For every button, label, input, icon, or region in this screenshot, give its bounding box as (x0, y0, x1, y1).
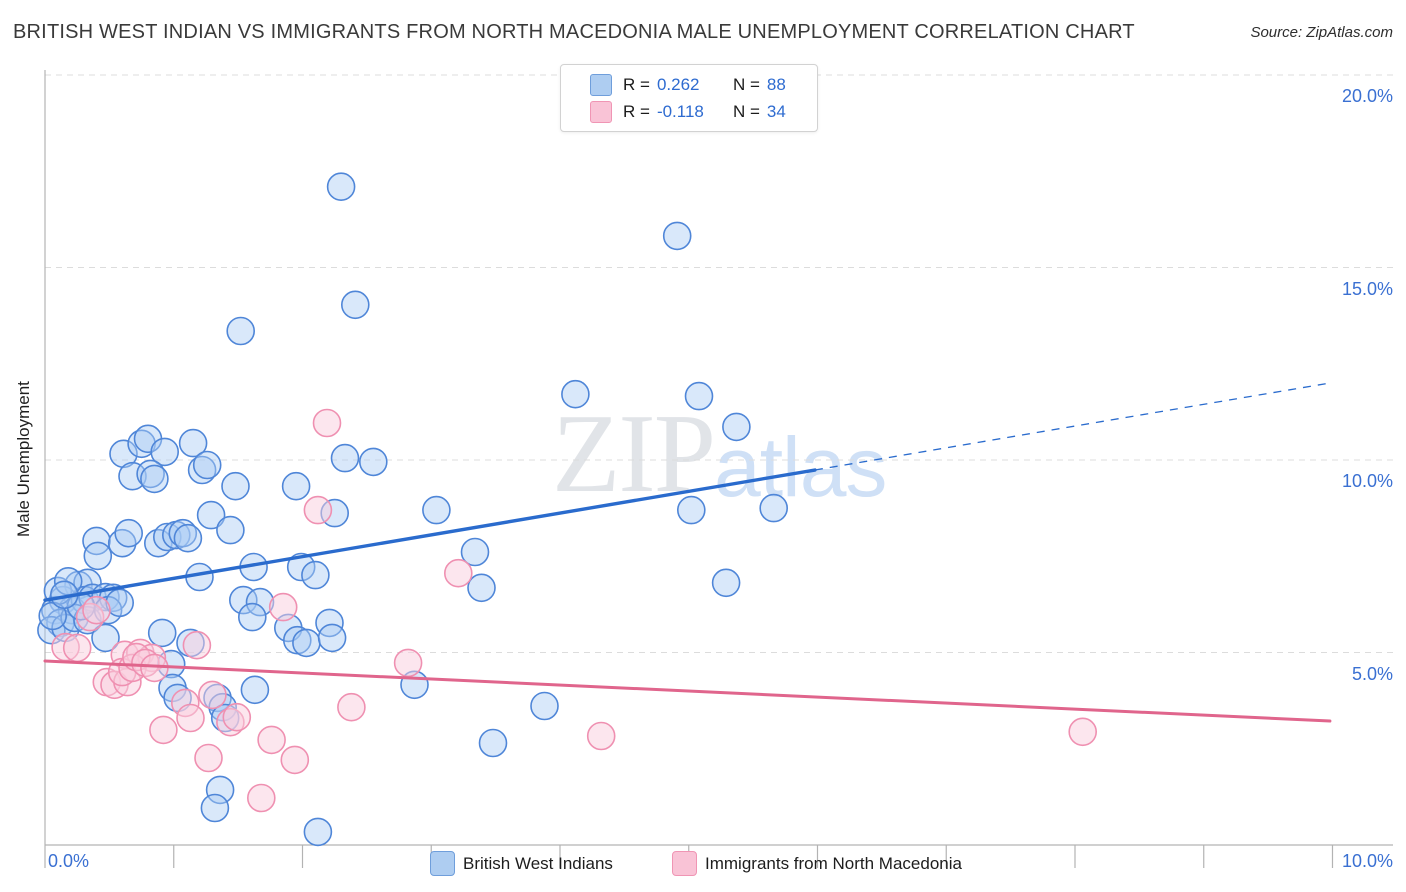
n-label: N = (732, 102, 760, 121)
scatter-point-british-west-indians[interactable] (221, 471, 250, 501)
scatter-point-north-macedonia[interactable] (198, 680, 227, 710)
scatter-point-north-macedonia[interactable] (586, 721, 616, 751)
scatter-point-british-west-indians[interactable] (205, 775, 235, 805)
scatter-point-british-west-indians[interactable] (83, 541, 113, 571)
scatter-point-british-west-indians[interactable] (281, 471, 311, 501)
n-value: 34 (766, 102, 786, 121)
scatter-point-north-macedonia[interactable] (176, 703, 205, 733)
n-label: N = (732, 75, 760, 94)
scatter-point-british-west-indians[interactable] (91, 623, 120, 653)
n-value: 88 (766, 75, 786, 94)
scatter-point-british-west-indians[interactable] (303, 817, 333, 847)
scatter-point-british-west-indians[interactable] (82, 526, 111, 556)
scatter-point-british-west-indians[interactable] (200, 793, 230, 823)
scatter-point-british-west-indians[interactable] (226, 316, 255, 346)
scatter-point-british-west-indians[interactable] (317, 623, 347, 653)
scatter-point-british-west-indians[interactable] (114, 518, 143, 548)
scatter-point-north-macedonia[interactable] (1068, 717, 1097, 747)
scatter-point-british-west-indians[interactable] (187, 455, 217, 485)
scatter-point-british-west-indians[interactable] (326, 172, 356, 201)
scatter-point-north-macedonia[interactable] (268, 592, 298, 622)
scatter-point-british-west-indians[interactable] (173, 523, 203, 553)
r-label: R = (623, 75, 650, 94)
scatter-point-british-west-indians[interactable] (192, 450, 222, 480)
scatter-point-british-west-indians[interactable] (662, 221, 692, 251)
legend-swatch-north-macedonia (672, 851, 697, 876)
scatter-point-north-macedonia[interactable] (182, 630, 212, 660)
scatter-point-british-west-indians[interactable] (460, 537, 490, 567)
scatter-point-british-west-indians[interactable] (711, 568, 741, 598)
scatter-point-british-west-indians[interactable] (168, 518, 198, 548)
scatter-point-british-west-indians[interactable] (722, 412, 751, 442)
scatter-point-north-macedonia[interactable] (280, 745, 310, 775)
scatter-point-north-macedonia[interactable] (82, 595, 111, 625)
scatter-point-british-west-indians[interactable] (196, 500, 226, 530)
x-axis-min-label: 0.0% (48, 851, 90, 871)
trendline-british-west-indians (43, 468, 817, 602)
legend-swatch-british-west-indians (430, 851, 455, 876)
scatter-point-british-west-indians[interactable] (561, 379, 590, 409)
correlation-stats-box: R = 0.262 N = 88 R = -0.118 N = 34 (560, 64, 818, 132)
x-axis-max-label: 10.0% (1341, 851, 1393, 871)
r-value: 0.262 (656, 75, 700, 94)
scatter-point-british-west-indians[interactable] (315, 608, 344, 638)
scatter-point-british-west-indians[interactable] (422, 495, 451, 525)
scatter-point-british-west-indians[interactable] (301, 560, 330, 590)
r-label: R = (623, 102, 650, 121)
scatter-point-british-west-indians[interactable] (759, 493, 789, 523)
scatter-point-north-macedonia[interactable] (257, 725, 286, 755)
stats-row-north-macedonia: R = -0.118 N = 34 (590, 100, 817, 123)
scatter-point-british-west-indians[interactable] (238, 602, 267, 632)
scatter-point-british-west-indians[interactable] (467, 573, 496, 603)
trendline-british-west-indians-extension-dashed (814, 382, 1331, 471)
scatter-point-british-west-indians[interactable] (530, 691, 559, 721)
scatter-point-british-west-indians[interactable] (216, 515, 245, 545)
scatter-point-british-west-indians[interactable] (676, 495, 706, 525)
legend-label-north-macedonia: Immigrants from North Macedonia (705, 854, 962, 873)
scatter-point-north-macedonia[interactable] (246, 783, 276, 813)
pink-series-swatch (590, 100, 612, 123)
blue-series-swatch (590, 73, 612, 96)
source-attribution: Source: ZipAtlas.com (1250, 24, 1393, 41)
scatter-point-british-west-indians[interactable] (330, 443, 360, 473)
scatter-point-north-macedonia[interactable] (393, 648, 423, 678)
y-axis-label-150: 15.0% (1341, 278, 1393, 299)
scatter-point-british-west-indians[interactable] (286, 552, 316, 582)
scatter-point-british-west-indians[interactable] (118, 461, 147, 491)
scatter-point-british-west-indians[interactable] (150, 437, 179, 467)
scatter-point-north-macedonia[interactable] (62, 633, 92, 663)
scatter-point-british-west-indians[interactable] (478, 728, 508, 758)
scatter-point-north-macedonia[interactable] (222, 702, 252, 732)
scatter-point-north-macedonia[interactable] (443, 558, 473, 588)
scatter-point-north-macedonia[interactable] (337, 692, 366, 722)
scatter-point-british-west-indians[interactable] (109, 439, 138, 469)
scatter-point-british-west-indians[interactable] (140, 464, 169, 494)
scatter-point-north-macedonia[interactable] (303, 495, 333, 525)
scatter-point-north-macedonia[interactable] (312, 408, 342, 438)
scatter-point-north-macedonia[interactable] (149, 715, 178, 745)
scatter-point-british-west-indians[interactable] (178, 428, 208, 458)
scatter-point-british-west-indians[interactable] (240, 675, 270, 705)
y-axis-label-200: 20.0% (1341, 86, 1393, 106)
scatter-point-british-west-indians[interactable] (292, 628, 321, 658)
scatter-point-british-west-indians[interactable] (358, 447, 388, 477)
scatter-point-british-west-indians[interactable] (147, 618, 177, 648)
stats-row-british-west-indians: R = 0.262 N = 88 (590, 73, 817, 96)
y-axis-label-50: 5.0% (1351, 663, 1393, 684)
chart-title: BRITISH WEST INDIAN VS IMMIGRANTS FROM N… (13, 21, 1135, 43)
trendline-north-macedonia (43, 659, 1332, 723)
scatter-point-british-west-indians[interactable] (684, 381, 714, 411)
scatter-point-british-west-indians[interactable] (340, 290, 370, 320)
scatter-point-north-macedonia[interactable] (194, 743, 223, 773)
legend-label-british-west-indians: British West Indians (463, 854, 613, 873)
y-axis-label-100: 10.0% (1341, 471, 1393, 491)
r-value: -0.118 (656, 102, 704, 121)
scatter-point-british-west-indians[interactable] (136, 459, 165, 489)
